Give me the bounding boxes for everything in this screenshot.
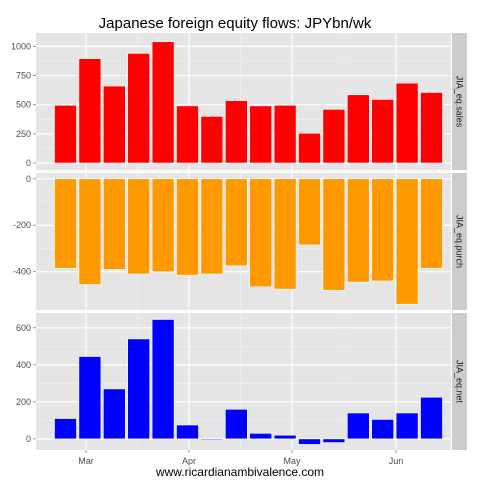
- y-tick-label: 500: [16, 100, 31, 110]
- bar: [371, 99, 395, 164]
- bar: [273, 178, 297, 290]
- bar: [322, 438, 346, 443]
- bar: [78, 178, 102, 285]
- panels-layer: 0 250 500 750 1000 JIA_eq.sales 0 -200 -400 JIA_e…: [11, 33, 467, 450]
- x-tick-label: May: [283, 456, 301, 466]
- bar: [200, 116, 224, 164]
- bar: [103, 178, 126, 270]
- panel-3: 0 200 400 600 JIA_eq.net: [16, 313, 467, 450]
- x-tick-label: Mar: [78, 456, 94, 466]
- facet-strip-label: JIA_eq.net: [455, 360, 465, 404]
- bar: [249, 433, 272, 440]
- x-axis: Mar Apr May Jun: [78, 450, 403, 466]
- bar: [322, 109, 346, 164]
- bar: [151, 178, 175, 272]
- facet-strip: [452, 33, 467, 170]
- bar: [346, 178, 370, 283]
- y-tick-label: 0: [26, 434, 31, 444]
- bar: [176, 178, 199, 276]
- bar: [103, 85, 126, 164]
- bar: [298, 132, 321, 164]
- bar: [54, 418, 77, 440]
- bar: [225, 178, 248, 267]
- y-tick-label: 200: [16, 397, 31, 407]
- bar: [200, 178, 224, 275]
- bar: [127, 338, 150, 440]
- bar: [249, 105, 272, 164]
- y-tick-label: -400: [13, 267, 31, 277]
- bar: [54, 104, 77, 164]
- bar: [225, 100, 248, 164]
- y-tick-label: 0: [26, 158, 31, 168]
- panel-2: 0 -200 -400 JIA_eq.purch: [13, 173, 467, 310]
- y-tick-label: 1000: [11, 41, 31, 51]
- bar: [371, 178, 395, 282]
- bar: [273, 434, 297, 440]
- bar: [420, 178, 443, 269]
- bar: [395, 412, 419, 440]
- bar: [176, 105, 199, 164]
- facet-strip-label: JIA_eq.purch: [455, 215, 465, 268]
- bar: [78, 356, 102, 440]
- bar: [127, 178, 150, 275]
- bar: [249, 178, 272, 288]
- bar: [103, 388, 126, 440]
- bar: [395, 178, 419, 305]
- bar: [346, 412, 370, 440]
- y-tick-label: 250: [16, 129, 31, 139]
- bar: [395, 82, 419, 164]
- bar: [225, 408, 248, 440]
- bar: [54, 178, 77, 269]
- bar: [151, 41, 175, 164]
- bar: [273, 104, 297, 164]
- bar: [322, 178, 346, 291]
- bar: [298, 438, 321, 445]
- chart-title: Japanese foreign equity flows: JPYbn/wk: [99, 15, 372, 32]
- facet-strip-label: JIA_eq.sales: [455, 76, 465, 128]
- bar: [420, 92, 443, 164]
- caption: www.ricardianambivalence.com: [155, 465, 324, 479]
- facet-strip: [452, 313, 467, 450]
- y-tick-label: 0: [26, 174, 31, 184]
- bar: [78, 58, 102, 164]
- panel-1: 0 250 500 750 1000 JIA_eq.sales: [11, 33, 467, 170]
- x-tick-label: Apr: [182, 456, 196, 466]
- bar: [346, 94, 370, 164]
- y-tick-label: 750: [16, 71, 31, 81]
- bar: [176, 424, 199, 440]
- bar: [151, 319, 175, 440]
- y-tick-label: 400: [16, 360, 31, 370]
- facet-strip: [452, 173, 467, 310]
- bar: [371, 419, 395, 440]
- x-tick-label: Jun: [389, 456, 404, 466]
- bar: [127, 53, 150, 164]
- y-tick-label: -200: [13, 220, 31, 230]
- y-tick-label: 600: [16, 323, 31, 333]
- bar: [420, 396, 443, 440]
- bar: [298, 178, 321, 246]
- bar: [200, 438, 224, 441]
